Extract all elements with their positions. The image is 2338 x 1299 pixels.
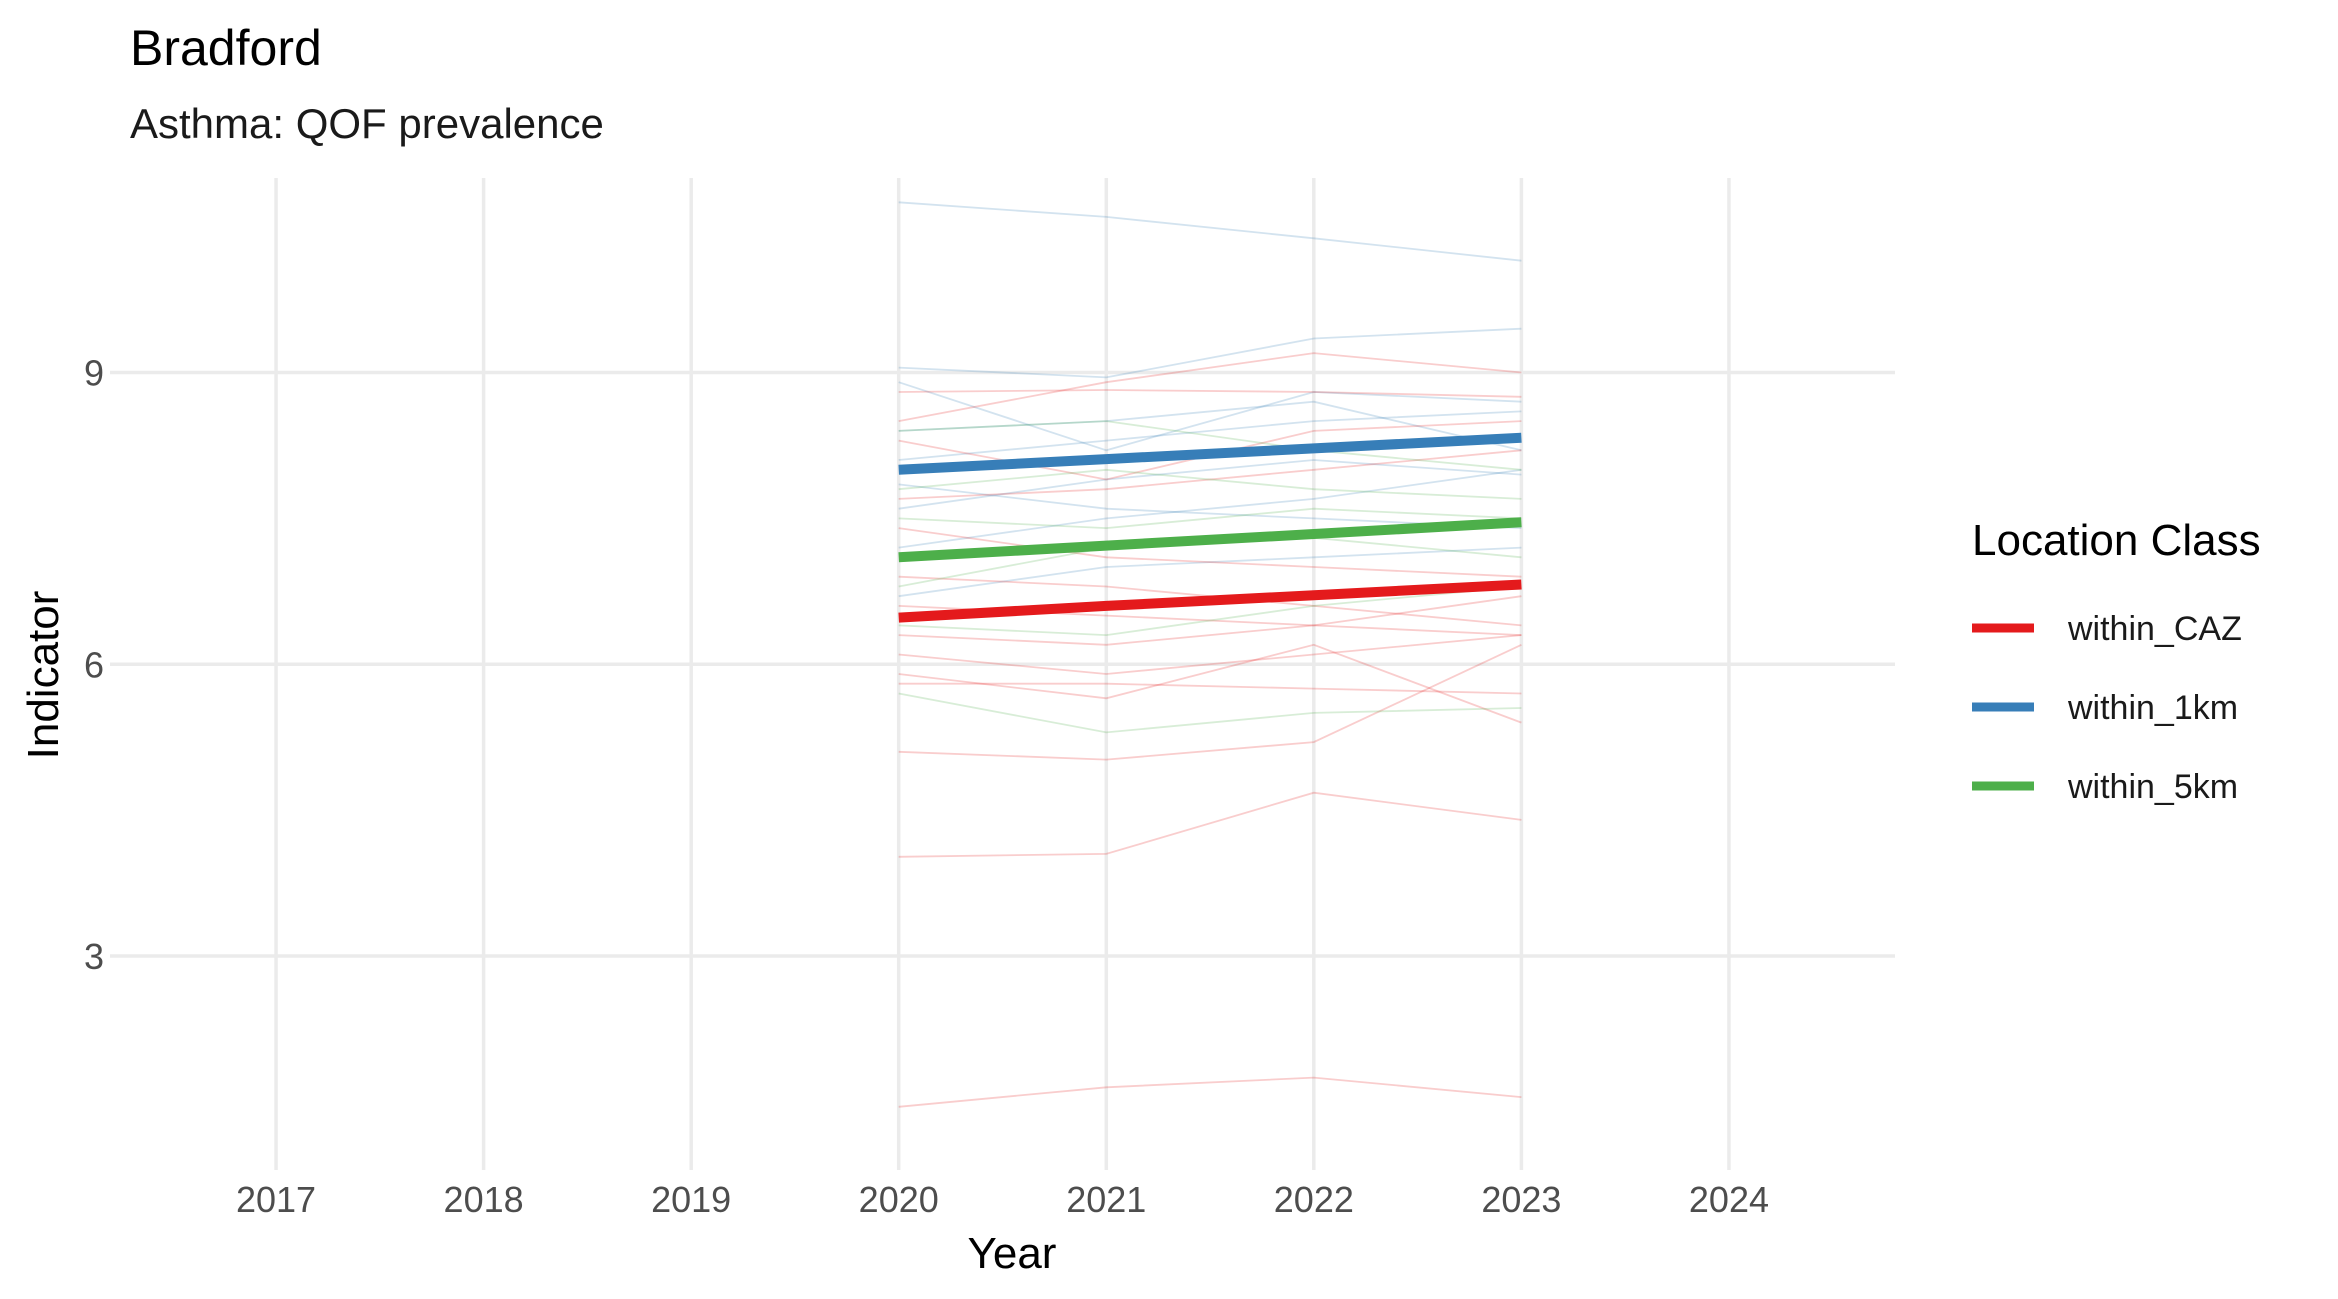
background-line-within_CAZ — [898, 643, 1522, 761]
series-line-within_CAZ — [898, 579, 1522, 623]
background-line-within_1km — [898, 483, 1522, 529]
background-line-within_1km — [898, 201, 1522, 262]
y-tick-label: 9 — [84, 353, 104, 394]
y-axis-tick-labels: 3 6 9 — [84, 353, 104, 978]
legend-label-within_CAZ: within_CAZ — [2067, 610, 2242, 648]
background-line-within_5km — [898, 468, 1522, 500]
background-line-within_5km — [898, 507, 1522, 530]
background-line-within_CAZ — [898, 643, 1522, 724]
legend-title: Location Class — [1972, 516, 2261, 565]
background-line-within_CAZ — [898, 624, 1522, 646]
grid-lines — [110, 178, 1895, 1170]
series-line-within_1km — [898, 432, 1522, 475]
background-line-within_1km — [898, 546, 1522, 598]
background-line-within_5km — [898, 585, 1522, 637]
x-tick-label: 2017 — [236, 1179, 316, 1220]
main-series-lines — [898, 432, 1522, 623]
legend-label-within_1km: within_1km — [2067, 689, 2238, 727]
x-tick-label: 2018 — [444, 1179, 524, 1220]
background-line-within_1km — [898, 410, 1522, 461]
background-line-within_5km — [898, 692, 1522, 734]
background-line-within_5km — [898, 420, 1522, 471]
chart-title: Bradford — [130, 20, 322, 76]
x-tick-label: 2023 — [1481, 1179, 1561, 1220]
x-tick-label: 2019 — [651, 1179, 731, 1220]
background-line-within_1km — [898, 468, 1522, 549]
background-line-within_CAZ — [898, 682, 1522, 695]
legend: Location Class within_CAZ within_1kmwithi… — [1972, 516, 2261, 806]
background-line-within_CAZ — [898, 791, 1522, 858]
x-tick-label: 2021 — [1066, 1179, 1146, 1220]
background-line-within_1km — [898, 400, 1522, 452]
series-line-within_5km — [898, 517, 1522, 563]
background-line-within_1km — [898, 327, 1522, 379]
background-line-within_1km — [898, 459, 1522, 510]
x-axis-title: Year — [968, 1229, 1057, 1278]
chart-subtitle: Asthma: QOF prevalence — [130, 100, 604, 147]
y-tick-label: 3 — [84, 936, 104, 977]
background-line-within_1km — [898, 381, 1522, 452]
background-line-within_CAZ — [898, 389, 1522, 398]
legend-label-within_5km: within_5km — [2067, 768, 2238, 806]
y-axis-title: Indicator — [19, 591, 68, 760]
y-tick-label: 6 — [84, 644, 104, 685]
background-line-within_CAZ — [898, 352, 1522, 422]
x-axis-tick-labels: 2017 2018 2019 2020 2021 2022 2023 2024 — [236, 1179, 1769, 1220]
background-line-within_CAZ — [898, 634, 1522, 675]
background-line-within_CAZ — [898, 1076, 1522, 1108]
background-line-within_CAZ — [898, 527, 1522, 578]
background-line-within_CAZ — [898, 449, 1522, 500]
x-tick-label: 2020 — [859, 1179, 939, 1220]
x-tick-label: 2022 — [1274, 1179, 1354, 1220]
x-tick-label: 2024 — [1689, 1179, 1769, 1220]
background-series-lines — [898, 201, 1522, 1108]
